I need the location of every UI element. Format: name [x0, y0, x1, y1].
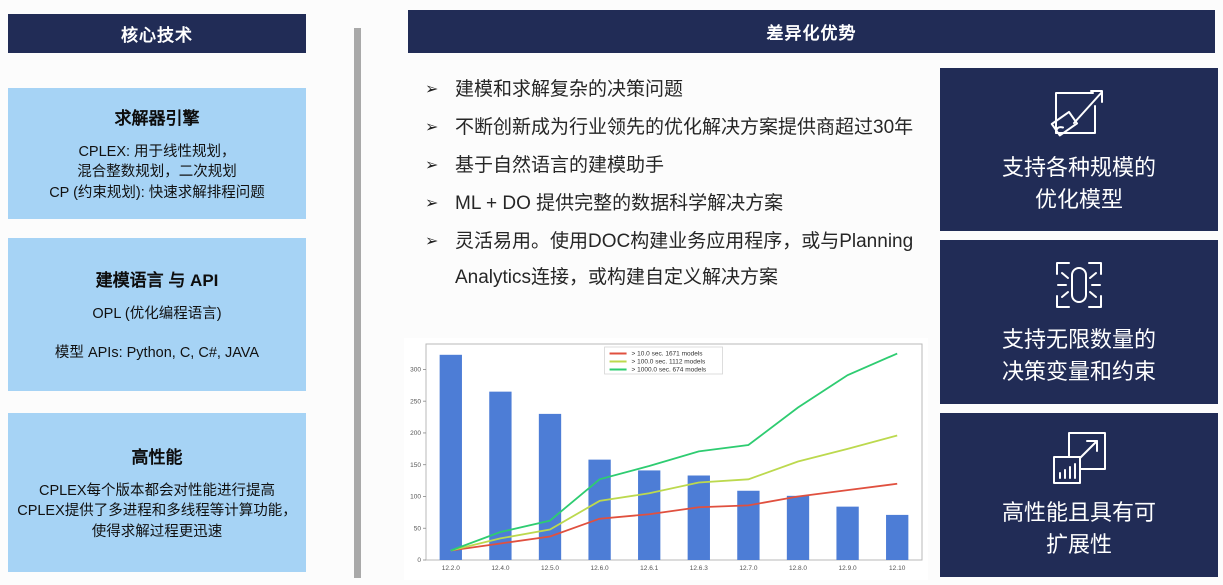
advantage-text: 灵活易用。使用DOC构建业务应用程序，或与Planning Analytics连…: [455, 231, 914, 288]
performance-chart: 0 50 100 150 200 250 300 12.2.0 12.4.0 12.5.0 12.6…: [404, 338, 928, 580]
feature-text: 决策变量和约束: [1001, 359, 1156, 384]
svg-text:12.9.0: 12.9.0: [839, 565, 857, 572]
list-item: ➢ 建模和求解复杂的决策问题: [425, 72, 937, 108]
feature-text: 优化模型: [1034, 186, 1123, 212]
unlimited-link-icon: [1046, 256, 1112, 314]
list-item: ➢ 灵活易用。使用DOC构建业务应用程序，或与Planning Analytic…: [425, 224, 937, 296]
feature-box-model-scale: 支持各种规模的 优化模型: [940, 68, 1218, 231]
svg-text:12.4.0: 12.4.0: [491, 565, 509, 572]
arrow-bullet-icon: ➢: [425, 195, 439, 212]
differentiated-advantages-title: 差异化优势: [766, 24, 857, 43]
svg-text:50: 50: [414, 525, 422, 532]
modeling-language-title: 建模语言 与 API: [95, 270, 219, 290]
svg-text:100: 100: [410, 494, 421, 501]
svg-text:12.10: 12.10: [889, 565, 906, 572]
svg-text:12.5.0: 12.5.0: [541, 565, 559, 572]
list-item: ➢ 不断创新成为行业领先的优化解决方案提供商超过30年: [425, 110, 937, 146]
differentiated-advantages-header: 差异化优势: [408, 10, 1215, 53]
high-performance-line: CPLEX提供了多进程和多线程等计算功能，: [17, 503, 297, 520]
advantage-text: 基于自然语言的建模助手: [455, 155, 665, 176]
svg-text:300: 300: [410, 367, 421, 374]
feature-text: 高性能且具有可: [1001, 500, 1156, 525]
solver-engine-box: 求解器引擎 CPLEX: 用于线性规划， 混合整数规划，二次规划 CP (约束规…: [8, 88, 306, 219]
solver-engine-line: CP (约束规划): 快速求解排程问题: [49, 184, 265, 201]
svg-text:12.6.0: 12.6.0: [591, 565, 609, 572]
svg-text:12.8.0: 12.8.0: [789, 565, 807, 572]
advantages-list: ➢ 建模和求解复杂的决策问题 ➢ 不断创新成为行业领先的优化解决方案提供商超过3…: [425, 72, 937, 298]
advantage-text: ML + DO 提供完整的数据科学解决方案: [455, 193, 784, 214]
core-technology-header: 核心技术: [8, 14, 306, 53]
svg-text:12.6.1: 12.6.1: [640, 565, 658, 572]
svg-text:> 1000.0 sec. 674 models: > 1000.0 sec. 674 models: [632, 367, 707, 374]
svg-text:0: 0: [417, 557, 421, 564]
arrow-bullet-icon: ➢: [425, 157, 439, 174]
svg-text:150: 150: [410, 462, 421, 469]
modeling-language-line: 模型 APIs: Python, C, C#, JAVA: [54, 344, 260, 361]
solver-engine-title: 求解器引擎: [114, 108, 200, 128]
svg-text:200: 200: [410, 430, 421, 437]
vertical-divider: [354, 28, 361, 578]
high-performance-line: 使得求解过程更迅速: [91, 523, 223, 540]
modeling-language-line: OPL (优化编程语言): [92, 305, 222, 322]
arrow-bullet-icon: ➢: [425, 233, 439, 250]
scalable-performance-icon: [1046, 429, 1112, 487]
list-item: ➢ 基于自然语言的建模助手: [425, 148, 937, 184]
expand-model-icon: [1046, 84, 1112, 142]
feature-box-unlimited-variables: 支持无限数量的 决策变量和约束: [940, 240, 1218, 404]
feature-text: 支持各种规模的: [1001, 154, 1156, 180]
advantage-text: 不断创新成为行业领先的优化解决方案提供商超过30年: [455, 117, 914, 138]
feature-box-scalable-performance: 高性能且具有可 扩展性: [940, 413, 1218, 577]
core-technology-title: 核心技术: [121, 26, 193, 45]
svg-text:12.2.0: 12.2.0: [442, 565, 460, 572]
arrow-bullet-icon: ➢: [425, 119, 439, 136]
svg-text:> 10.0 sec. 1671 models: > 10.0 sec. 1671 models: [632, 351, 704, 358]
high-performance-title: 高性能: [131, 447, 183, 467]
feature-text: 扩展性: [1045, 532, 1112, 557]
high-performance-box: 高性能 CPLEX每个版本都会对性能进行提高 CPLEX提供了多进程和多线程等计…: [8, 413, 306, 572]
svg-text:250: 250: [410, 398, 421, 405]
high-performance-line: CPLEX每个版本都会对性能进行提高: [38, 482, 276, 499]
svg-text:12.6.3: 12.6.3: [690, 565, 708, 572]
performance-chart-canvas: 0 50 100 150 200 250 300 12.2.0 12.4.0 12.5.0 12.6…: [410, 343, 923, 572]
list-item: ➢ ML + DO 提供完整的数据科学解决方案: [425, 186, 937, 222]
advantage-text: 建模和求解复杂的决策问题: [455, 79, 684, 100]
svg-text:> 100.0 sec. 1112 models: > 100.0 sec. 1112 models: [632, 359, 706, 366]
feature-text: 支持无限数量的: [1001, 327, 1156, 352]
arrow-bullet-icon: ➢: [425, 81, 439, 98]
svg-text:12.7.0: 12.7.0: [739, 565, 757, 572]
modeling-language-box: 建模语言 与 API OPL (优化编程语言) 模型 APIs: Python,…: [8, 238, 306, 391]
solver-engine-line: 混合整数规划，二次规划: [77, 164, 237, 181]
solver-engine-line: CPLEX: 用于线性规划，: [78, 143, 236, 160]
